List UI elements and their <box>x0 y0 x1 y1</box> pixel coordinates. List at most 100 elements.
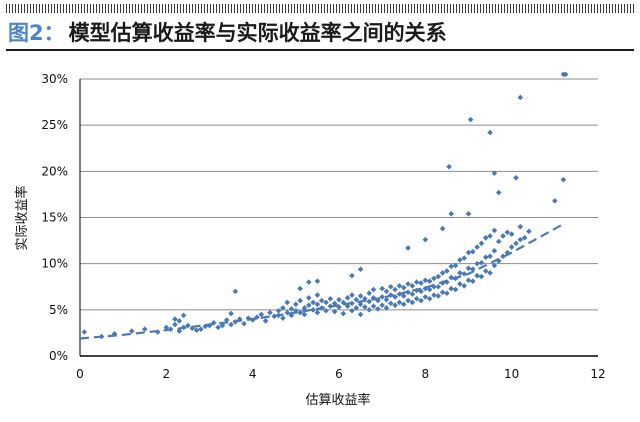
data-point <box>293 301 299 308</box>
data-point <box>552 198 558 204</box>
data-point <box>362 295 368 302</box>
data-point <box>280 305 286 311</box>
data-point <box>167 326 174 333</box>
data-point <box>431 283 437 290</box>
data-point <box>482 235 489 241</box>
data-point <box>176 318 183 324</box>
data-point <box>495 238 502 245</box>
data-point <box>383 305 390 311</box>
x-tick-label: 10 <box>504 367 519 381</box>
y-tick-label: 20% <box>41 164 68 178</box>
data-point <box>366 298 373 305</box>
data-point <box>400 301 407 308</box>
data-point <box>314 301 321 308</box>
data-point <box>439 270 446 276</box>
data-point <box>478 273 485 280</box>
data-point <box>318 297 325 304</box>
data-point <box>314 309 321 316</box>
data-point <box>457 281 463 287</box>
data-point <box>189 325 196 332</box>
data-point <box>331 308 338 315</box>
data-point <box>180 312 187 319</box>
data-point <box>457 270 463 276</box>
data-point <box>508 231 515 237</box>
data-point <box>154 329 161 335</box>
data-point <box>491 227 498 234</box>
data-point <box>349 307 355 314</box>
data-point <box>500 233 506 239</box>
data-point <box>392 286 398 293</box>
data-point <box>491 170 498 176</box>
data-point <box>357 301 364 308</box>
data-point <box>297 309 303 316</box>
data-point <box>487 253 493 260</box>
data-point <box>327 303 334 309</box>
data-point <box>305 302 312 309</box>
data-point <box>111 331 118 337</box>
data-point <box>461 283 467 289</box>
data-point <box>422 277 429 284</box>
data-point <box>275 312 282 319</box>
data-point <box>517 94 524 101</box>
data-point <box>344 295 351 301</box>
data-point <box>305 279 312 285</box>
data-point <box>461 271 467 277</box>
data-point <box>349 292 355 298</box>
data-point <box>465 249 472 256</box>
data-point <box>435 293 442 299</box>
data-point <box>444 279 450 285</box>
data-point <box>452 275 459 282</box>
data-point <box>301 311 308 318</box>
figure-title: 模型估算收益率与实际收益率之间的关系 <box>68 21 447 45</box>
data-point <box>305 295 312 301</box>
data-point <box>418 280 424 286</box>
y-axis-title: 实际收益率 <box>14 185 30 250</box>
data-point <box>422 285 429 292</box>
data-point <box>446 163 452 170</box>
data-point <box>418 288 424 295</box>
gridlines <box>80 78 598 311</box>
data-point <box>349 272 355 279</box>
data-point <box>388 300 394 307</box>
data-point <box>517 223 524 230</box>
data-point <box>193 327 200 333</box>
data-point <box>521 235 528 241</box>
data-point <box>392 294 398 300</box>
data-point <box>562 71 569 78</box>
y-tick-labels: 0% 5% 10% 15% 20% 25% 30% <box>41 72 68 363</box>
x-tick-label: 0 <box>76 367 84 381</box>
data-point <box>388 283 394 290</box>
data-point <box>202 323 208 330</box>
data-point <box>267 309 273 316</box>
data-point <box>219 322 226 329</box>
data-point <box>448 274 455 281</box>
data-point <box>327 295 334 302</box>
data-point <box>215 324 221 331</box>
data-point <box>426 278 433 285</box>
data-point <box>379 302 385 309</box>
data-point <box>448 211 455 217</box>
data-point <box>370 286 377 293</box>
data-point <box>310 299 316 306</box>
data-point <box>362 304 368 310</box>
data-point <box>176 328 183 334</box>
data-point <box>405 297 411 304</box>
data-point <box>422 236 429 243</box>
data-point <box>340 299 347 306</box>
data-point <box>478 240 485 247</box>
data-point <box>467 116 474 123</box>
data-point <box>185 322 191 329</box>
data-point <box>249 317 256 323</box>
data-point <box>444 268 450 274</box>
data-point <box>297 285 303 292</box>
y-tick-label: 5% <box>49 303 68 317</box>
data-point <box>262 318 269 324</box>
data-point <box>349 300 355 307</box>
data-point <box>241 320 247 327</box>
data-point <box>375 297 381 304</box>
data-point <box>366 307 373 313</box>
data-point <box>206 322 213 329</box>
data-point <box>297 297 303 304</box>
data-point <box>400 293 407 299</box>
